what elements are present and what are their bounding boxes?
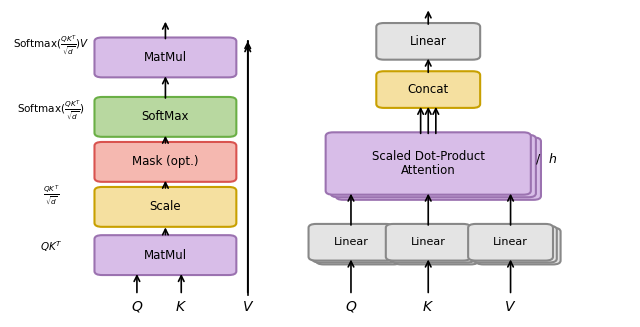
FancyBboxPatch shape: [376, 71, 480, 108]
FancyBboxPatch shape: [390, 226, 474, 263]
Text: $\mathrm{Softmax}(\frac{QK^T}{\sqrt{d}})$: $\mathrm{Softmax}(\frac{QK^T}{\sqrt{d}})…: [17, 98, 86, 123]
Text: SoftMax: SoftMax: [141, 111, 189, 123]
FancyBboxPatch shape: [95, 235, 236, 275]
Text: Scaled Dot-Product
Attention: Scaled Dot-Product Attention: [372, 149, 484, 178]
Text: Linear: Linear: [410, 35, 447, 48]
FancyBboxPatch shape: [468, 224, 553, 261]
FancyBboxPatch shape: [331, 135, 536, 197]
FancyBboxPatch shape: [95, 142, 236, 182]
Text: $\frac{QK^T}{\sqrt{d}}$: $\frac{QK^T}{\sqrt{d}}$: [43, 183, 60, 208]
Text: $Q$: $Q$: [131, 299, 143, 314]
FancyBboxPatch shape: [316, 228, 401, 265]
FancyBboxPatch shape: [472, 226, 557, 263]
Text: $\mathrm{Softmax}(\frac{QK^T}{\sqrt{d}})V$: $\mathrm{Softmax}(\frac{QK^T}{\sqrt{d}})…: [13, 34, 90, 58]
Text: $h$: $h$: [548, 152, 557, 166]
Text: MatMul: MatMul: [144, 249, 187, 262]
FancyBboxPatch shape: [95, 187, 236, 227]
FancyBboxPatch shape: [312, 226, 397, 263]
Text: Mask (opt.): Mask (opt.): [132, 155, 198, 168]
FancyBboxPatch shape: [476, 228, 561, 265]
Text: $QK^T$: $QK^T$: [40, 240, 63, 254]
Text: $V$: $V$: [241, 300, 254, 314]
FancyBboxPatch shape: [394, 228, 478, 265]
Text: /: /: [536, 152, 540, 165]
Text: Linear: Linear: [493, 237, 528, 247]
FancyBboxPatch shape: [308, 224, 394, 261]
Text: $Q$: $Q$: [345, 299, 357, 314]
FancyBboxPatch shape: [386, 224, 470, 261]
Text: Linear: Linear: [411, 237, 445, 247]
Text: Linear: Linear: [333, 237, 369, 247]
FancyBboxPatch shape: [326, 132, 531, 195]
FancyBboxPatch shape: [336, 137, 541, 200]
FancyBboxPatch shape: [95, 97, 236, 137]
Text: MatMul: MatMul: [144, 51, 187, 64]
Text: $K$: $K$: [175, 300, 188, 314]
Text: Concat: Concat: [408, 83, 449, 96]
Text: Scale: Scale: [150, 200, 181, 214]
FancyBboxPatch shape: [95, 38, 236, 77]
Text: $K$: $K$: [422, 300, 435, 314]
Text: $V$: $V$: [504, 300, 516, 314]
FancyBboxPatch shape: [376, 23, 480, 60]
